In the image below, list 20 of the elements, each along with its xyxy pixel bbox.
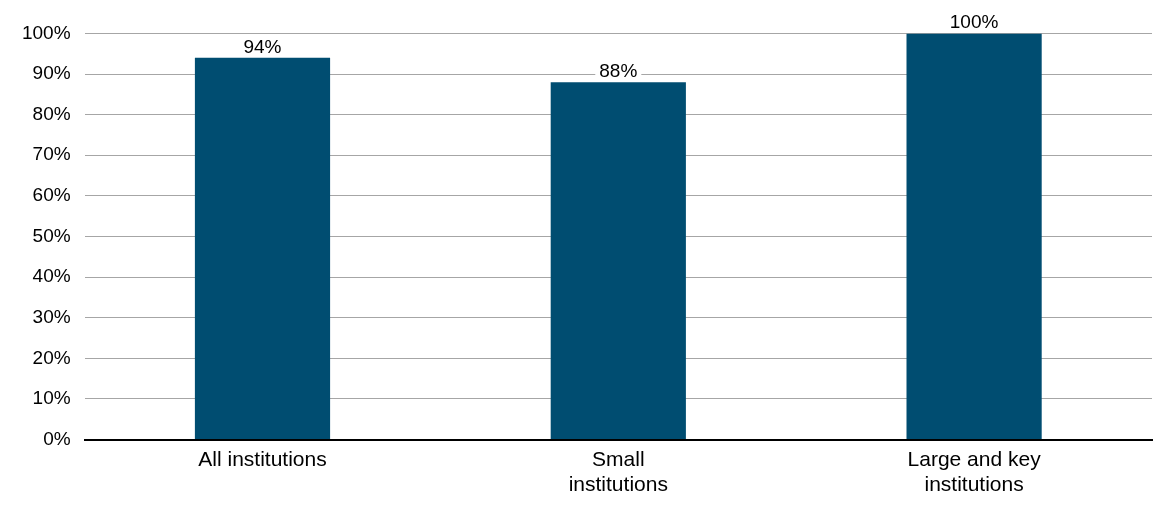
y-tick-label: 100% bbox=[21, 21, 71, 43]
bar bbox=[550, 82, 686, 440]
x-tick-label: Small institutions bbox=[568, 447, 668, 496]
y-tick-label: 20% bbox=[32, 346, 71, 368]
y-tick-label: 40% bbox=[32, 265, 71, 287]
bar bbox=[906, 33, 1042, 440]
data-label: 100% bbox=[949, 11, 999, 33]
y-tick-label: 60% bbox=[32, 184, 71, 206]
data-label: 94% bbox=[243, 35, 282, 57]
y-tick-label: 80% bbox=[32, 102, 71, 124]
x-tick-label: All institutions bbox=[198, 447, 327, 470]
data-label: 88% bbox=[599, 59, 638, 81]
y-tick-label: 10% bbox=[32, 387, 71, 409]
bar bbox=[194, 57, 331, 440]
y-tick-label: 50% bbox=[32, 224, 71, 246]
y-tick-label: 70% bbox=[32, 143, 71, 165]
y-tick-label: 0% bbox=[43, 427, 71, 449]
y-tick-label: 90% bbox=[32, 62, 71, 84]
y-tick-label: 30% bbox=[32, 305, 71, 327]
x-tick-label: Large and key institutions bbox=[907, 447, 1042, 496]
